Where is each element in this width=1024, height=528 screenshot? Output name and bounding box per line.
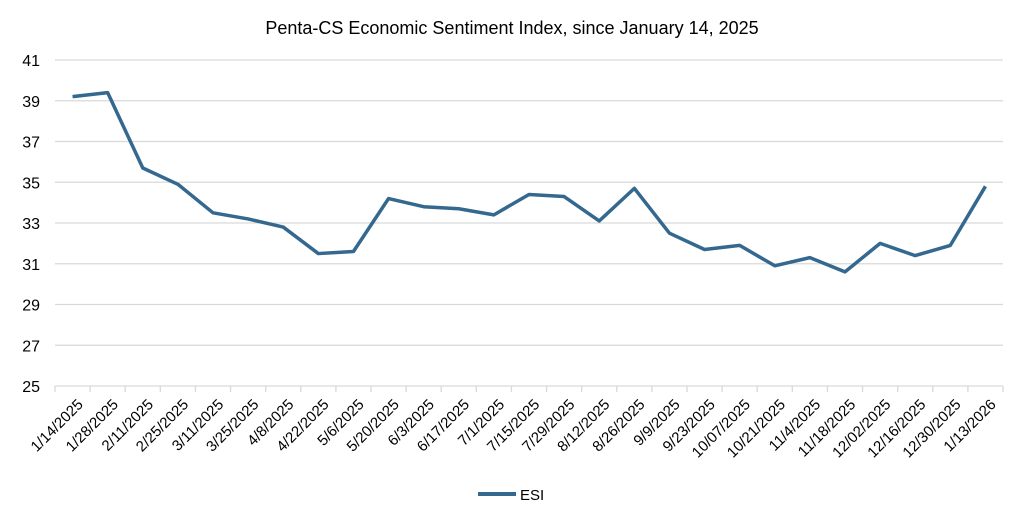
y-tick-label: 33 [22, 216, 40, 233]
x-axis: 1/14/20251/28/20252/11/20252/25/20253/11… [28, 386, 1003, 461]
y-tick-label: 37 [22, 135, 40, 152]
y-tick-label: 29 [22, 298, 40, 315]
y-axis: 25 27 29 31 33 35 37 39 41 [22, 53, 40, 396]
y-tick-label: 27 [22, 338, 40, 355]
legend-label-esi: ESI [520, 487, 544, 504]
y-tick-label: 41 [22, 53, 40, 70]
y-tick-label: 31 [22, 257, 40, 274]
gridlines [55, 60, 1003, 345]
y-tick-label: 35 [22, 175, 40, 192]
chart-title: Penta-CS Economic Sentiment Index, since… [265, 18, 758, 38]
y-tick-label: 39 [22, 94, 40, 111]
legend: ESI [478, 487, 544, 504]
y-tick-label: 25 [22, 379, 40, 396]
